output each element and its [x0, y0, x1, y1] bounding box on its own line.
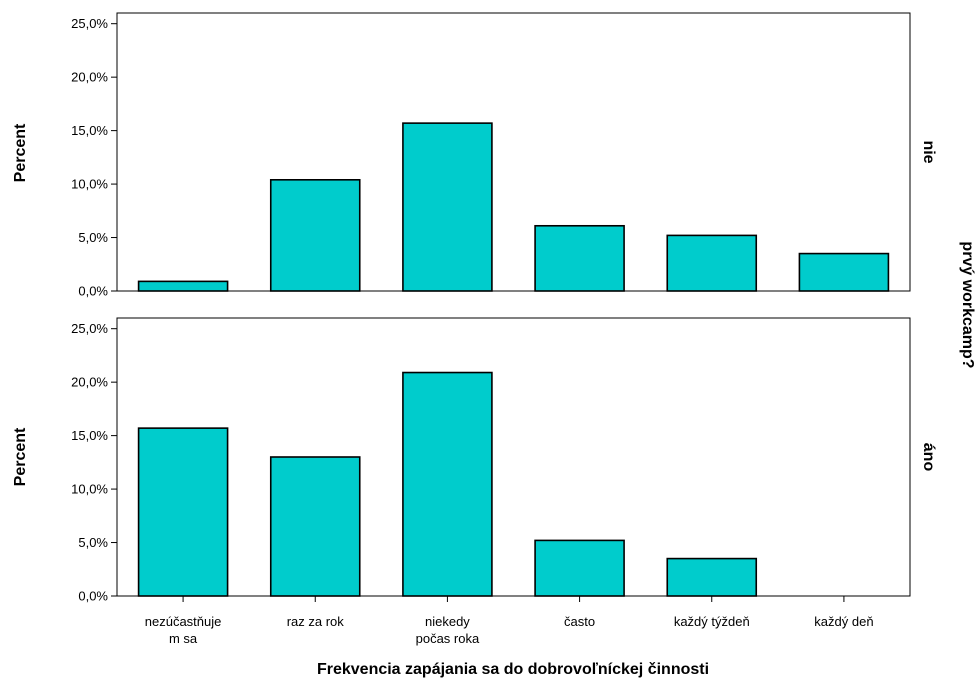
- bar: [666, 557, 758, 597]
- x-axis-title: Frekvencia zapájania sa do dobrovoľnícke…: [317, 661, 709, 678]
- bar: [402, 371, 493, 597]
- panel-1: 0,0% 5,0% 10,0% 15,0% 20,0% 25,0% áno: [71, 317, 937, 604]
- bar: [798, 252, 890, 292]
- y-tick-label: 15,0%: [71, 428, 108, 443]
- y-axis-title-bottom: Percent: [12, 427, 29, 486]
- y-tick-label: 10,0%: [71, 177, 108, 192]
- y-tick-label: 15,0%: [71, 123, 108, 138]
- y-tick-label: 20,0%: [71, 70, 108, 85]
- x-tick-label: každý deň: [814, 614, 873, 629]
- y-tick-label: 25,0%: [71, 16, 108, 31]
- x-tick-label: často: [564, 614, 595, 629]
- x-tick-label: každý týždeň: [674, 614, 750, 629]
- category-labels: nezúčastňuje m sa raz za rok niekedy počas r…: [145, 596, 874, 646]
- y-tick-label: 0,0%: [78, 589, 108, 604]
- x-tick-label: niekedy počas roka: [416, 614, 480, 646]
- y-tick-label: 20,0%: [71, 375, 108, 390]
- plot-frame: [116, 317, 911, 597]
- bar: [269, 456, 361, 597]
- facet-label: nie: [920, 140, 937, 163]
- x-tick-label: nezúčastňuje m sa: [145, 614, 222, 646]
- bar: [666, 234, 758, 292]
- panel-0: 0,0% 5,0% 10,0% 15,0% 20,0% 25,0% nie: [71, 12, 937, 299]
- chart-panels: 0,0% 5,0% 10,0% 15,0% 20,0% 25,0% nie 0,0% 5,0% 1…: [71, 12, 937, 604]
- facet-label: áno: [920, 443, 937, 472]
- bar: [137, 280, 229, 292]
- facet-title: prvý workcamp?: [959, 241, 976, 368]
- plot-frame: [116, 12, 911, 292]
- x-tick-label: raz za rok: [287, 614, 345, 629]
- y-tick-label: 25,0%: [71, 321, 108, 336]
- bar: [402, 122, 493, 292]
- y-tick-label: 5,0%: [78, 230, 108, 245]
- bar: [534, 539, 625, 597]
- bar: [137, 427, 229, 597]
- y-axis-title-top: Percent: [12, 123, 29, 182]
- bar: [269, 179, 361, 292]
- y-tick-label: 0,0%: [78, 284, 108, 299]
- y-tick-label: 5,0%: [78, 535, 108, 550]
- y-tick-label: 10,0%: [71, 482, 108, 497]
- bar: [534, 224, 625, 292]
